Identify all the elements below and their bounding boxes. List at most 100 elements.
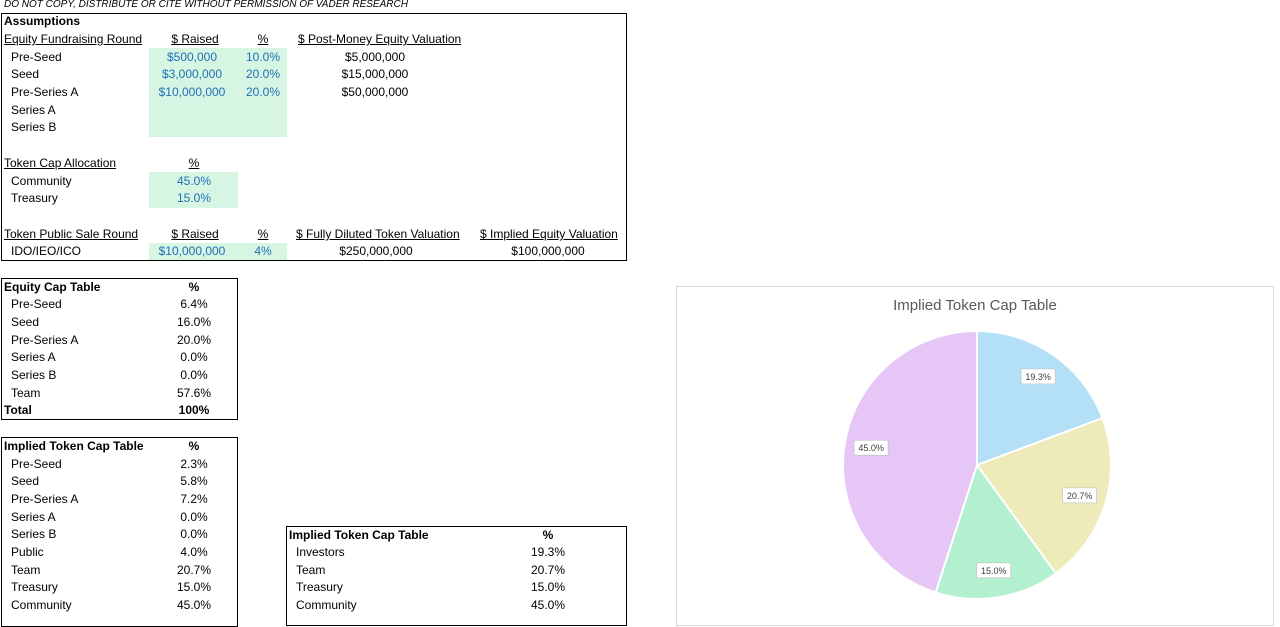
equity-cap-row-label: Series B	[11, 368, 57, 382]
public-sale-header: Token Public Sale Round	[4, 227, 139, 241]
token-cap-header: Token Cap Allocation	[4, 156, 117, 170]
implied-token-title: Implied Token Cap Table	[4, 439, 144, 453]
equity-round-label: Pre-Seed	[11, 50, 62, 64]
implied-summary-row-label: Community	[296, 598, 357, 612]
implied-summary-row-label: Investors	[296, 545, 345, 559]
assumptions-title: Assumptions	[4, 14, 81, 28]
pie-data-label-box	[976, 562, 1012, 579]
pie-data-label-text: 20.7%	[1067, 491, 1093, 501]
implied-summary-row-pct: 20.7%	[530, 563, 566, 577]
equity-cap-row-pct: 0.0%	[180, 350, 208, 364]
token-cap-pct-cell[interactable]: 15.0%	[176, 191, 212, 205]
equity-round-label: Series B	[11, 120, 57, 134]
implied-token-pct-header: %	[188, 439, 200, 453]
implied-token-row-label: Community	[11, 598, 72, 612]
equity-pct-cell[interactable]: 10.0%	[245, 50, 281, 64]
equity-cap-row-pct: 20.0%	[176, 333, 212, 347]
equity-cap-row-pct: 0.0%	[180, 368, 208, 382]
pie-data-label-text: 45.0%	[858, 443, 884, 453]
token-cap-label: Community	[11, 174, 72, 188]
implied-token-row-label: Pre-Series A	[11, 492, 79, 506]
equity-cap-row-label: Pre-Seed	[11, 297, 62, 311]
equity-valuation-cell: $50,000,000	[341, 85, 409, 99]
pie-data-label: 19.3%	[1020, 368, 1056, 385]
pie-data-label-box	[853, 439, 889, 456]
implied-token-row-pct: 2.3%	[180, 457, 208, 471]
pie-data-label-text: 15.0%	[981, 566, 1007, 576]
public-equity-header: $ Implied Equity Valuation	[480, 227, 618, 241]
implied-token-row-pct: 4.0%	[180, 545, 208, 559]
input-highlight-equity	[149, 48, 287, 137]
equity-valuation-cell: $5,000,000	[344, 50, 406, 64]
pie-data-label: 45.0%	[853, 439, 889, 456]
equity-raised-cell[interactable]: $3,000,000	[161, 67, 223, 81]
equity-cap-total-label: Total	[4, 403, 32, 417]
pie-data-label: 15.0%	[976, 562, 1012, 579]
public-raised-header: $ Raised	[171, 227, 219, 241]
implied-token-row-label: Series A	[11, 510, 56, 524]
public-round-label: IDO/IEO/ICO	[11, 244, 82, 258]
pie-chart[interactable]: Implied Token Cap Table 19.3% 20.7% 15.0% 4…	[676, 286, 1274, 626]
equity-raised-header: $ Raised	[171, 32, 219, 46]
implied-token-row-pct: 20.7%	[176, 563, 212, 577]
pie-slice-treasury[interactable]	[934, 462, 1058, 600]
pie-slice-community[interactable]	[842, 329, 978, 594]
input-highlight-token-cap	[149, 172, 238, 208]
implied-token-row-pct: 0.0%	[180, 510, 208, 524]
equity-cap-row-label: Series A	[11, 350, 56, 364]
equity-round-label: Seed	[11, 67, 40, 81]
implied-token-row-label: Team	[11, 563, 41, 577]
equity-raised-cell[interactable]: $500,000	[166, 50, 218, 64]
implied-token-row-label: Seed	[11, 474, 40, 488]
disclaimer: DO NOT COPY, DISTRIBUTE OR CITE WITHOUT …	[4, 0, 408, 10]
implied-token-row-pct: 0.0%	[180, 527, 208, 541]
equity-valuation-cell: $15,000,000	[341, 67, 409, 81]
equity-round-label: Series A	[11, 103, 56, 117]
equity-valuation-header: $ Post-Money Equity Valuation	[298, 32, 462, 46]
equity-round-label: Pre-Series A	[11, 85, 79, 99]
equity-cap-row-pct: 16.0%	[176, 315, 212, 329]
token-cap-pct-header: %	[188, 156, 200, 170]
token-cap-pct-cell[interactable]: 45.0%	[176, 174, 212, 188]
implied-token-row-label: Pre-Seed	[11, 457, 62, 471]
public-fdv-cell: $250,000,000	[339, 244, 413, 258]
pie-slice-investors[interactable]	[976, 329, 1104, 467]
implied-summary-row-pct: 45.0%	[530, 598, 566, 612]
implied-summary-row-label: Treasury	[296, 580, 343, 594]
equity-cap-row-label: Pre-Series A	[11, 333, 79, 347]
public-raised-cell[interactable]: $10,000,000	[158, 244, 226, 258]
equity-cap-row-pct: 57.6%	[176, 386, 212, 400]
implied-token-row-pct: 7.2%	[180, 492, 208, 506]
equity-pct-cell[interactable]: 20.0%	[245, 67, 281, 81]
equity-cap-title: Equity Cap Table	[4, 280, 101, 294]
input-highlight-public	[149, 243, 287, 260]
public-pct-cell[interactable]: 4%	[254, 244, 272, 258]
implied-token-row-pct: 15.0%	[176, 580, 212, 594]
implied-summary-pct-header: %	[542, 528, 554, 542]
implied-token-row-label: Treasury	[11, 580, 58, 594]
implied-token-row-label: Public	[11, 545, 44, 559]
implied-token-row-pct: 45.0%	[176, 598, 212, 612]
implied-summary-title: Implied Token Cap Table	[289, 528, 429, 542]
pie-data-label-box	[1062, 487, 1097, 504]
implied-token-row-label: Series B	[11, 527, 57, 541]
equity-raised-cell[interactable]: $10,000,000	[158, 85, 226, 99]
pie-chart-svg: 19.3% 20.7% 15.0% 45.0%	[842, 329, 1112, 600]
chart-title: Implied Token Cap Table	[893, 297, 1057, 314]
equity-cap-row-pct: 6.4%	[180, 297, 208, 311]
pie-data-label-box	[1020, 368, 1056, 385]
equity-pct-header: %	[257, 32, 269, 46]
assumptions-box	[1, 13, 627, 261]
equity-cap-total-pct: 100%	[178, 403, 210, 417]
equity-cap-row-label: Team	[11, 386, 41, 400]
implied-summary-row-pct: 19.3%	[530, 545, 566, 559]
public-equity-cell: $100,000,000	[511, 244, 585, 258]
token-cap-label: Treasury	[11, 191, 58, 205]
equity-cap-row-label: Seed	[11, 315, 40, 329]
equity-cap-pct-header: %	[188, 280, 200, 294]
pie-slice-team[interactable]	[975, 416, 1112, 575]
public-fdv-header: $ Fully Diluted Token Valuation	[296, 227, 460, 241]
equity-pct-cell[interactable]: 20.0%	[245, 85, 281, 99]
implied-token-row-pct: 5.8%	[180, 474, 208, 488]
implied-summary-row-pct: 15.0%	[530, 580, 566, 594]
